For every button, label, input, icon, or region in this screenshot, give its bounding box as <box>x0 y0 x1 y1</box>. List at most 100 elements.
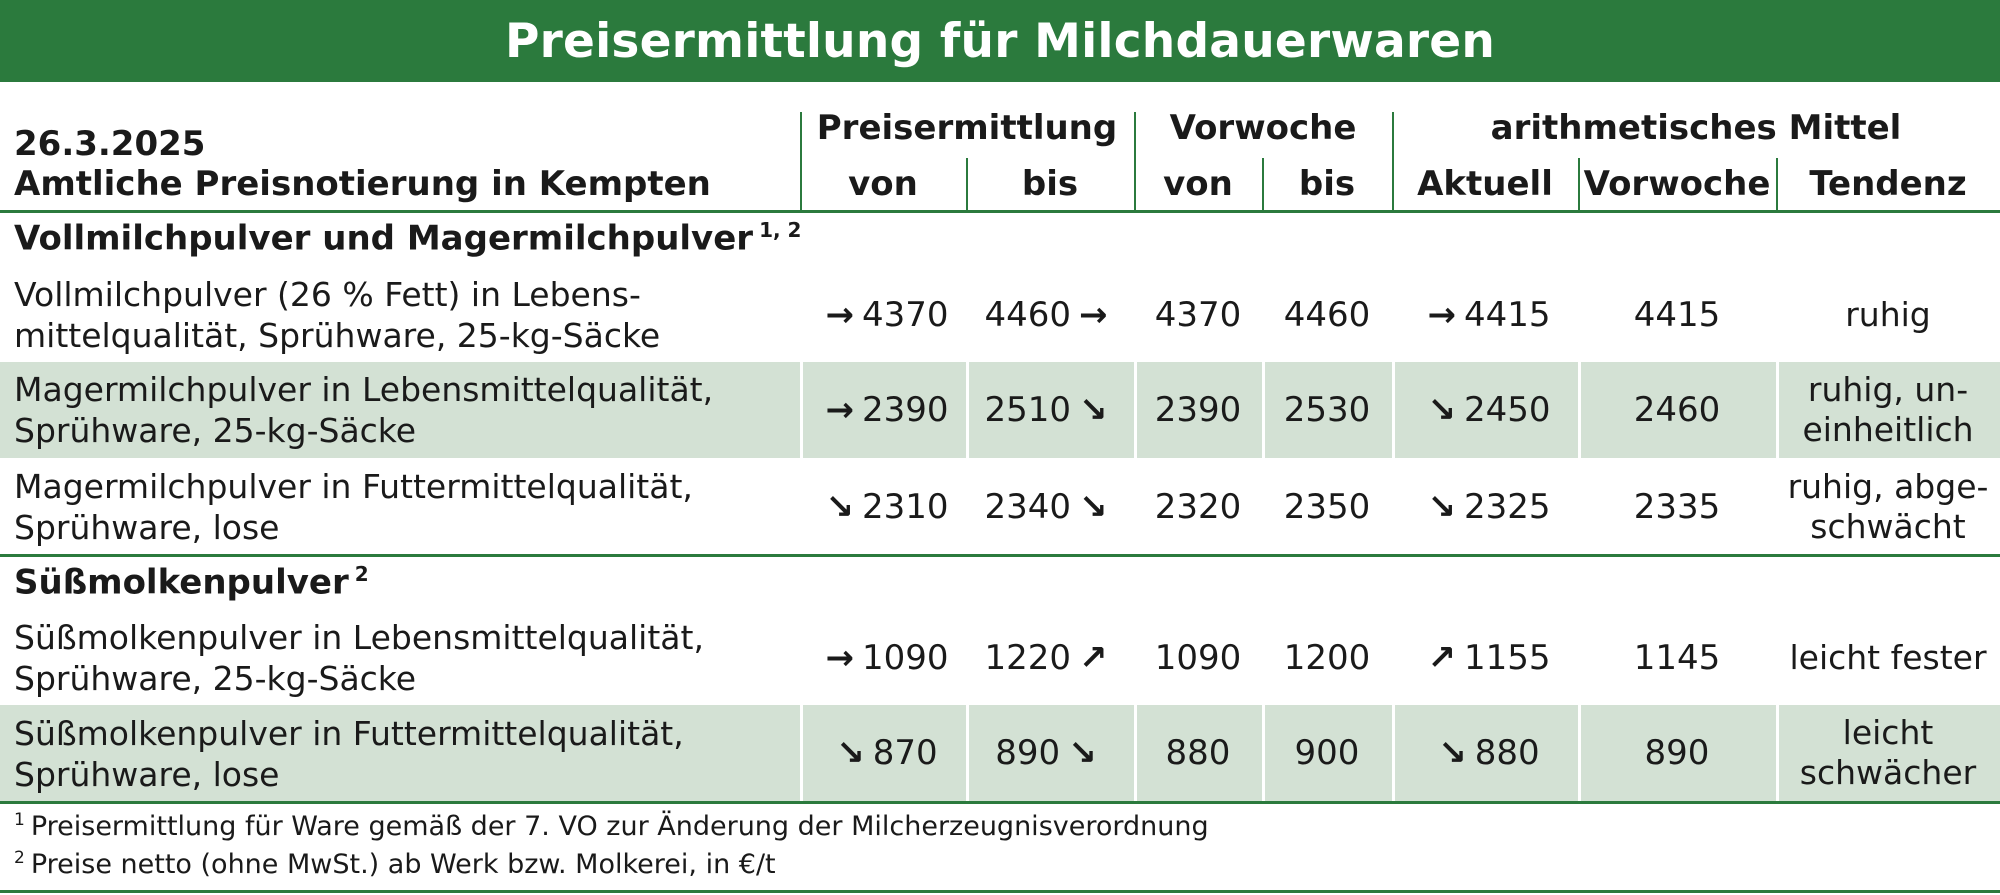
cell-tendenz: leicht fester <box>1776 617 2000 699</box>
cell-vw-bis: 1200 <box>1283 638 1371 678</box>
value: 2340 <box>984 487 1072 527</box>
header-divider-3 <box>1392 112 1394 210</box>
col-header-aktuell: Aktuell <box>1417 164 1553 204</box>
trend-arrow-icon: ↘ <box>1427 487 1456 527</box>
cell-bis: 1220 ↗ <box>966 617 1134 699</box>
cell-vw-bis: 900 <box>1294 733 1360 773</box>
section-title-milchpulver: Vollmilchpulver und Magermilchpulver 1, 2 <box>14 218 801 258</box>
cell-tendenz: leicht schwächer <box>1776 705 2000 801</box>
band-divider <box>1776 362 1779 458</box>
tendenz-line: leicht fester <box>1789 638 1987 677</box>
cell-von: ↘ 2310 <box>800 460 966 554</box>
row-label-magermilchpulver-lebensmittel: Magermilchpulver in Lebensmittelqualität… <box>14 369 713 451</box>
trend-arrow-icon: ↘ <box>1438 733 1467 773</box>
group-header-preisermittlung: Preisermittlung <box>816 108 1118 148</box>
trend-arrow-icon: → <box>825 638 854 678</box>
cell-aktuell: ↗ 1155 <box>1392 617 1578 699</box>
trend-arrow-icon: ↘ <box>825 487 854 527</box>
band-divider <box>966 362 969 458</box>
col-header-von: von <box>848 164 918 204</box>
row-label-line: Süßmolkenpulver in Futtermittelqualität, <box>14 714 684 753</box>
cell-vorwoche: 2335 <box>1633 487 1721 527</box>
value: 4370 <box>861 295 949 335</box>
row-label-magermilchpulver-futter: Magermilchpulver in Futtermittelqualität… <box>14 466 693 548</box>
row-label-line: Magermilchpulver in Futtermittelqualität… <box>14 467 693 506</box>
value: 870 <box>872 733 938 773</box>
tendenz-line: schwächt <box>1810 507 1966 546</box>
row-label-line: Vollmilchpulver (26 % Fett) in Lebens- <box>14 275 641 314</box>
band-divider <box>1392 705 1395 801</box>
header-divider-6 <box>1578 158 1580 210</box>
trend-arrow-icon: ↘ <box>836 733 865 773</box>
cell-aktuell: → 4415 <box>1392 274 1578 356</box>
trend-arrow-icon: ↗ <box>1079 638 1108 678</box>
trend-arrow-icon: ↗ <box>1427 638 1456 678</box>
tendenz-line: ruhig, abge- <box>1787 467 1989 506</box>
row-label-line: Magermilchpulver in Lebensmittelqualität… <box>14 370 714 409</box>
cell-aktuell: ↘ 880 <box>1392 705 1578 801</box>
row-label-line: Süßmolkenpulver in Lebensmittelqualität, <box>14 618 704 657</box>
value: 880 <box>1474 733 1540 773</box>
value: 1090 <box>861 638 949 678</box>
group-header-mittel: arithmetisches Mittel <box>1490 108 1902 148</box>
value: 2325 <box>1463 487 1551 527</box>
band-divider <box>1392 362 1395 458</box>
footnote-2: 2 Preise netto (ohne MwSt.) ab Werk bzw. … <box>14 848 776 880</box>
table-title-banner: Preisermittlung für Milchdauerwaren <box>0 0 2000 82</box>
trend-arrow-icon: ↘ <box>1079 487 1108 527</box>
tendenz-line: schwächer <box>1799 753 1977 792</box>
value: 4415 <box>1463 295 1551 335</box>
cell-von: → 1090 <box>800 617 966 699</box>
cell-vorwoche: 1145 <box>1633 638 1721 678</box>
report-subtitle: Amtliche Preisnotierung in Kempten <box>14 164 711 204</box>
cell-bis: 2510 ↘ <box>966 362 1134 458</box>
footnote-text: Preisermittlung für Ware gemäß der 7. VO… <box>30 811 1209 842</box>
row-label-line: Sprühware, lose <box>14 508 280 547</box>
cell-von: → 4370 <box>800 274 966 356</box>
cell-vw-von: 1090 <box>1154 638 1242 678</box>
cell-vorwoche: 890 <box>1644 733 1710 773</box>
cell-vw-von: 4370 <box>1154 295 1242 335</box>
header-rule <box>0 210 2000 213</box>
row-label-suessmolke-futter: Süßmolkenpulver in Futtermittelqualität,… <box>14 713 684 795</box>
footnote-text: Preise netto (ohne MwSt.) ab Werk bzw. M… <box>30 849 776 880</box>
cell-vw-von: 880 <box>1165 733 1231 773</box>
trend-arrow-icon: → <box>1427 295 1456 335</box>
row-label-line: Sprühware, lose <box>14 755 280 794</box>
trend-arrow-icon: ↘ <box>1079 390 1108 430</box>
cell-aktuell: ↘ 2450 <box>1392 362 1578 458</box>
footnote-mark: 2 <box>14 848 25 868</box>
footnote-bottom-rule <box>0 890 2000 893</box>
value: 2310 <box>861 487 949 527</box>
tendenz-line: ruhig, un- <box>1807 370 1969 409</box>
cell-tendenz: ruhig, abge- schwächt <box>1776 460 2000 554</box>
cell-vw-von: 2390 <box>1154 390 1242 430</box>
header-divider-2 <box>1134 112 1136 210</box>
cell-tendenz: ruhig <box>1776 274 2000 356</box>
value: 4460 <box>984 295 1072 335</box>
row-label-line: Sprühware, 25-kg-Säcke <box>14 659 417 698</box>
row-label-suessmolke-lebensmittel: Süßmolkenpulver in Lebensmittelqualität,… <box>14 617 704 699</box>
cell-bis: 2340 ↘ <box>966 460 1134 554</box>
band-divider <box>1134 705 1137 801</box>
value: 1155 <box>1463 638 1551 678</box>
cell-vw-bis: 2350 <box>1283 487 1371 527</box>
col-header-bis: bis <box>1021 164 1079 204</box>
cell-von: ↘ 870 <box>800 705 966 801</box>
row-band-2 <box>0 362 2000 458</box>
tendenz-line: ruhig <box>1845 295 1931 334</box>
cell-vorwoche: 2460 <box>1633 390 1721 430</box>
header-divider-1 <box>800 112 802 210</box>
band-divider <box>1262 705 1265 801</box>
cell-vorwoche: 4415 <box>1633 295 1721 335</box>
footnote-1: 1 Preisermittlung für Ware gemäß der 7. V… <box>14 810 1209 842</box>
row-band-5 <box>0 705 2000 801</box>
trend-arrow-icon: → <box>825 295 854 335</box>
tendenz-line: einheitlich <box>1802 410 1974 449</box>
cell-vw-von: 2320 <box>1154 487 1242 527</box>
trend-arrow-icon: ↘ <box>1427 390 1456 430</box>
value: 1220 <box>984 638 1072 678</box>
section-title-suessmolkenpulver: Süßmolkenpulver 2 <box>14 562 369 602</box>
band-divider <box>800 362 803 458</box>
header-divider-4 <box>966 158 968 210</box>
